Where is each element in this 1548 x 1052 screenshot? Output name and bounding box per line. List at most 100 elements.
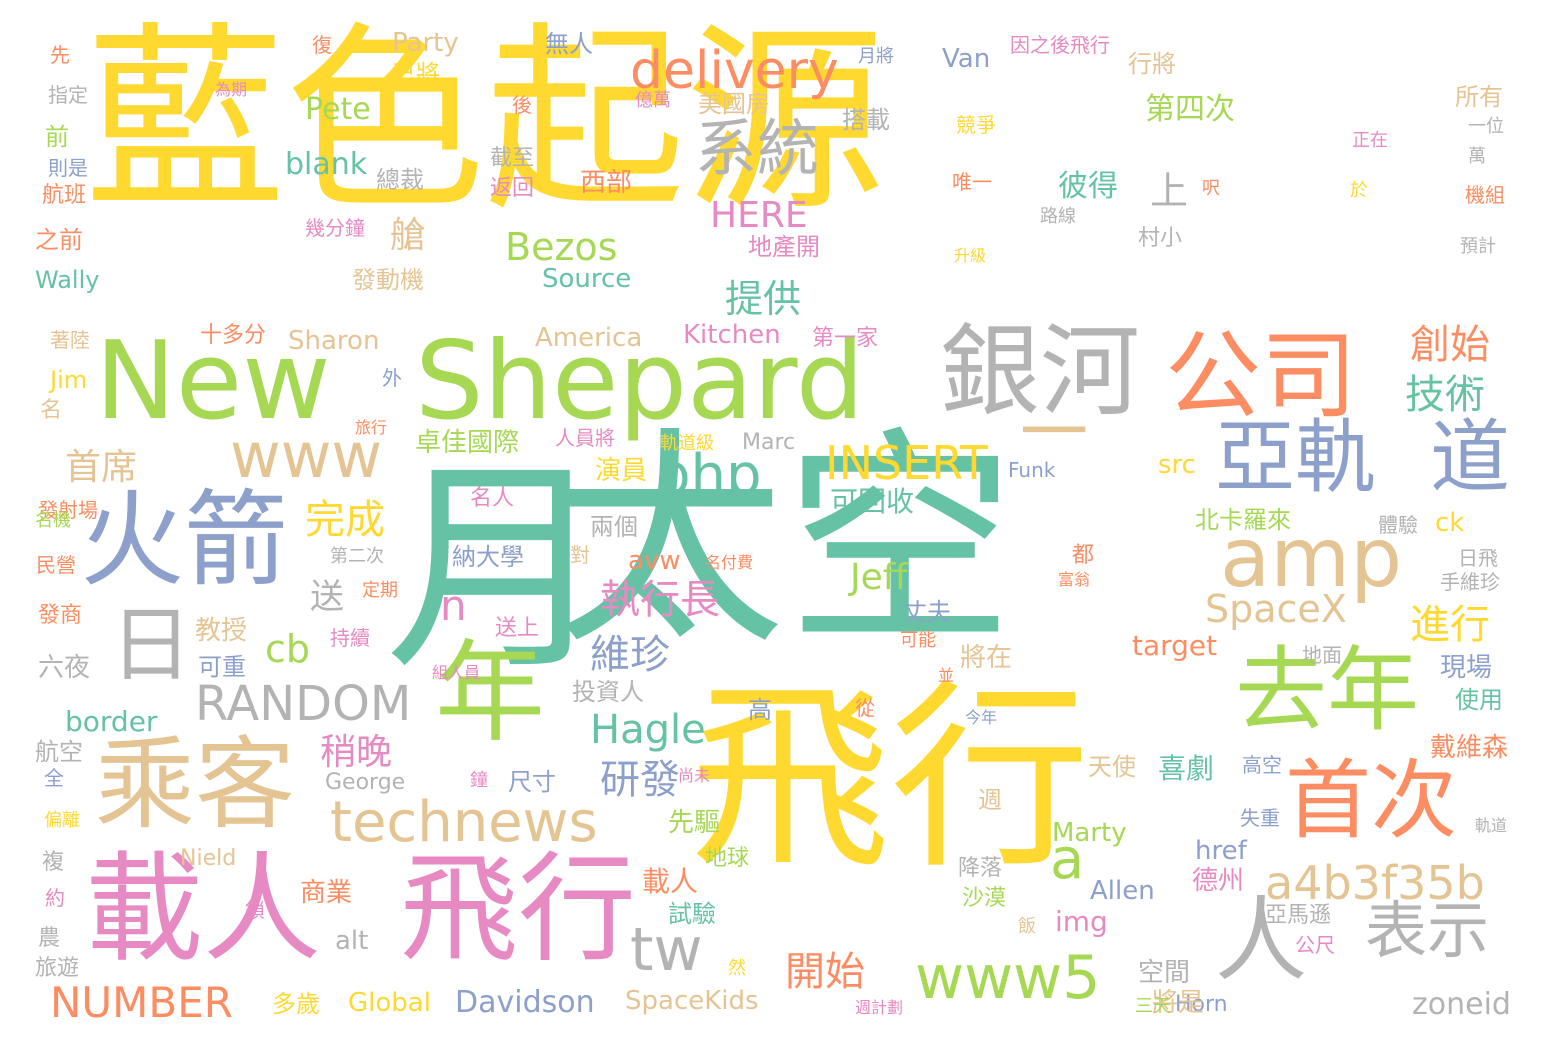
- cloud-word: 則是: [48, 156, 88, 180]
- cloud-word: border: [65, 705, 158, 738]
- cloud-word: Source: [542, 264, 632, 294]
- cloud-word: 發動機: [352, 266, 424, 294]
- cloud-word: 執行長: [600, 577, 720, 623]
- cloud-word: 定期: [362, 580, 398, 601]
- cloud-word: 農: [38, 926, 61, 951]
- cloud-word: zoneid: [1412, 987, 1511, 1022]
- cloud-word: 戴維森: [1430, 733, 1509, 763]
- cloud-word: 現場: [1440, 653, 1493, 683]
- cloud-word: 人: [1215, 887, 1308, 994]
- cloud-word: Sharon: [288, 326, 380, 356]
- cloud-word: alt: [335, 926, 369, 956]
- cloud-word: 持續: [330, 626, 370, 650]
- cloud-word: 偏離: [44, 810, 80, 831]
- cloud-word: 創始: [1410, 322, 1490, 368]
- cloud-word: 名人: [470, 486, 515, 511]
- cloud-word: 完成: [305, 497, 385, 543]
- cloud-word: 高空: [1242, 753, 1282, 777]
- cloud-word: 北卡羅來: [1195, 506, 1291, 534]
- cloud-word: 技術: [1405, 372, 1485, 418]
- cloud-word: 復: [312, 33, 332, 57]
- cloud-word: 喜劇: [1158, 752, 1215, 785]
- cloud-word: 降落: [958, 856, 1003, 881]
- cloud-word: 然: [728, 958, 746, 979]
- cloud-word: 公尺: [1295, 933, 1335, 957]
- cloud-word: Marty: [1052, 818, 1127, 848]
- cloud-word: delivery: [630, 41, 839, 101]
- cloud-word: 載人: [85, 840, 322, 978]
- cloud-word: 無人: [545, 30, 593, 58]
- cloud-word: 競爭: [956, 113, 996, 137]
- cloud-word: 名付費: [705, 553, 754, 572]
- cloud-word: 先驅: [668, 808, 721, 838]
- cloud-word: cb: [265, 627, 311, 671]
- cloud-word: RANDOM: [195, 676, 412, 732]
- cloud-word: 週計劃: [855, 998, 904, 1017]
- cloud-word: Kitchen: [683, 320, 781, 350]
- cloud-word: Bezos: [505, 225, 618, 269]
- cloud-word: HERE: [710, 195, 808, 236]
- cloud-word: blank: [285, 147, 368, 182]
- cloud-word: 道: [1430, 411, 1510, 504]
- cloud-word: 複: [42, 850, 65, 875]
- cloud-word: 名機: [35, 510, 71, 531]
- cloud-word: 失重: [1240, 806, 1280, 830]
- cloud-word: 教授: [195, 616, 248, 646]
- cloud-word: 尚未: [678, 766, 711, 785]
- cloud-word: 維珍: [590, 632, 670, 678]
- cloud-word: 演員: [595, 456, 648, 486]
- cloud-word: Funk: [1008, 458, 1056, 482]
- cloud-word: 旅行: [355, 418, 388, 437]
- cloud-word: 年: [435, 629, 545, 757]
- cloud-word: Party: [392, 28, 459, 58]
- cloud-word: 可重: [198, 653, 246, 681]
- cloud-word: 系統: [695, 112, 820, 185]
- cloud-word: 總裁: [376, 166, 424, 194]
- cloud-word: 為期: [215, 80, 248, 99]
- cloud-word: 外: [382, 366, 402, 390]
- cloud-word: 首席: [65, 447, 138, 488]
- cloud-word: 將是: [1152, 988, 1205, 1018]
- cloud-word: 試驗: [668, 900, 716, 928]
- cloud-word: avw: [628, 546, 681, 576]
- cloud-word: 表示: [1365, 894, 1490, 967]
- cloud-word: Global: [348, 988, 431, 1018]
- cloud-word: 第二次: [330, 546, 384, 567]
- cloud-word: 載人: [642, 865, 699, 898]
- cloud-word: Hagle: [590, 707, 706, 753]
- cloud-word: 三天: [1135, 996, 1171, 1017]
- cloud-word: 空間: [1138, 958, 1191, 988]
- cloud-word: 乘客: [95, 726, 295, 843]
- cloud-word: Allen: [1090, 876, 1155, 906]
- cloud-word: 名: [40, 398, 63, 423]
- cloud-word: 之前: [35, 226, 83, 254]
- cloud-word: INSERT: [825, 436, 988, 490]
- cloud-word: target: [1132, 629, 1218, 662]
- cloud-word: 飛行: [400, 840, 637, 978]
- cloud-word: 都: [1072, 543, 1095, 568]
- cloud-word: 行將: [1128, 50, 1176, 78]
- cloud-word: Shepard: [415, 319, 865, 444]
- cloud-word: 對: [570, 543, 590, 567]
- cloud-word: Nield: [180, 846, 237, 871]
- cloud-word: 提供: [725, 277, 802, 321]
- cloud-word: New: [95, 319, 331, 444]
- cloud-word: 指定: [48, 83, 88, 107]
- cloud-word: a4b3f35b: [1265, 856, 1485, 910]
- cloud-word: 地產開: [748, 233, 820, 261]
- cloud-word: 後: [512, 93, 532, 117]
- cloud-word: 可回收: [830, 485, 915, 518]
- cloud-word: 鐘: [470, 770, 488, 791]
- cloud-word: 萬: [1468, 146, 1486, 167]
- cloud-word: 天使: [1088, 753, 1136, 781]
- cloud-word: 鎖: [245, 898, 265, 922]
- cloud-word: America: [535, 323, 643, 353]
- cloud-word: 投資人: [572, 678, 644, 706]
- cloud-word: 一位: [1468, 116, 1504, 137]
- cloud-word: 人員將: [555, 426, 615, 450]
- cloud-word: SpaceX: [1205, 587, 1347, 631]
- cloud-word: a: [1050, 827, 1085, 892]
- cloud-word: 路線: [1040, 206, 1076, 227]
- cloud-word: 並: [938, 666, 955, 685]
